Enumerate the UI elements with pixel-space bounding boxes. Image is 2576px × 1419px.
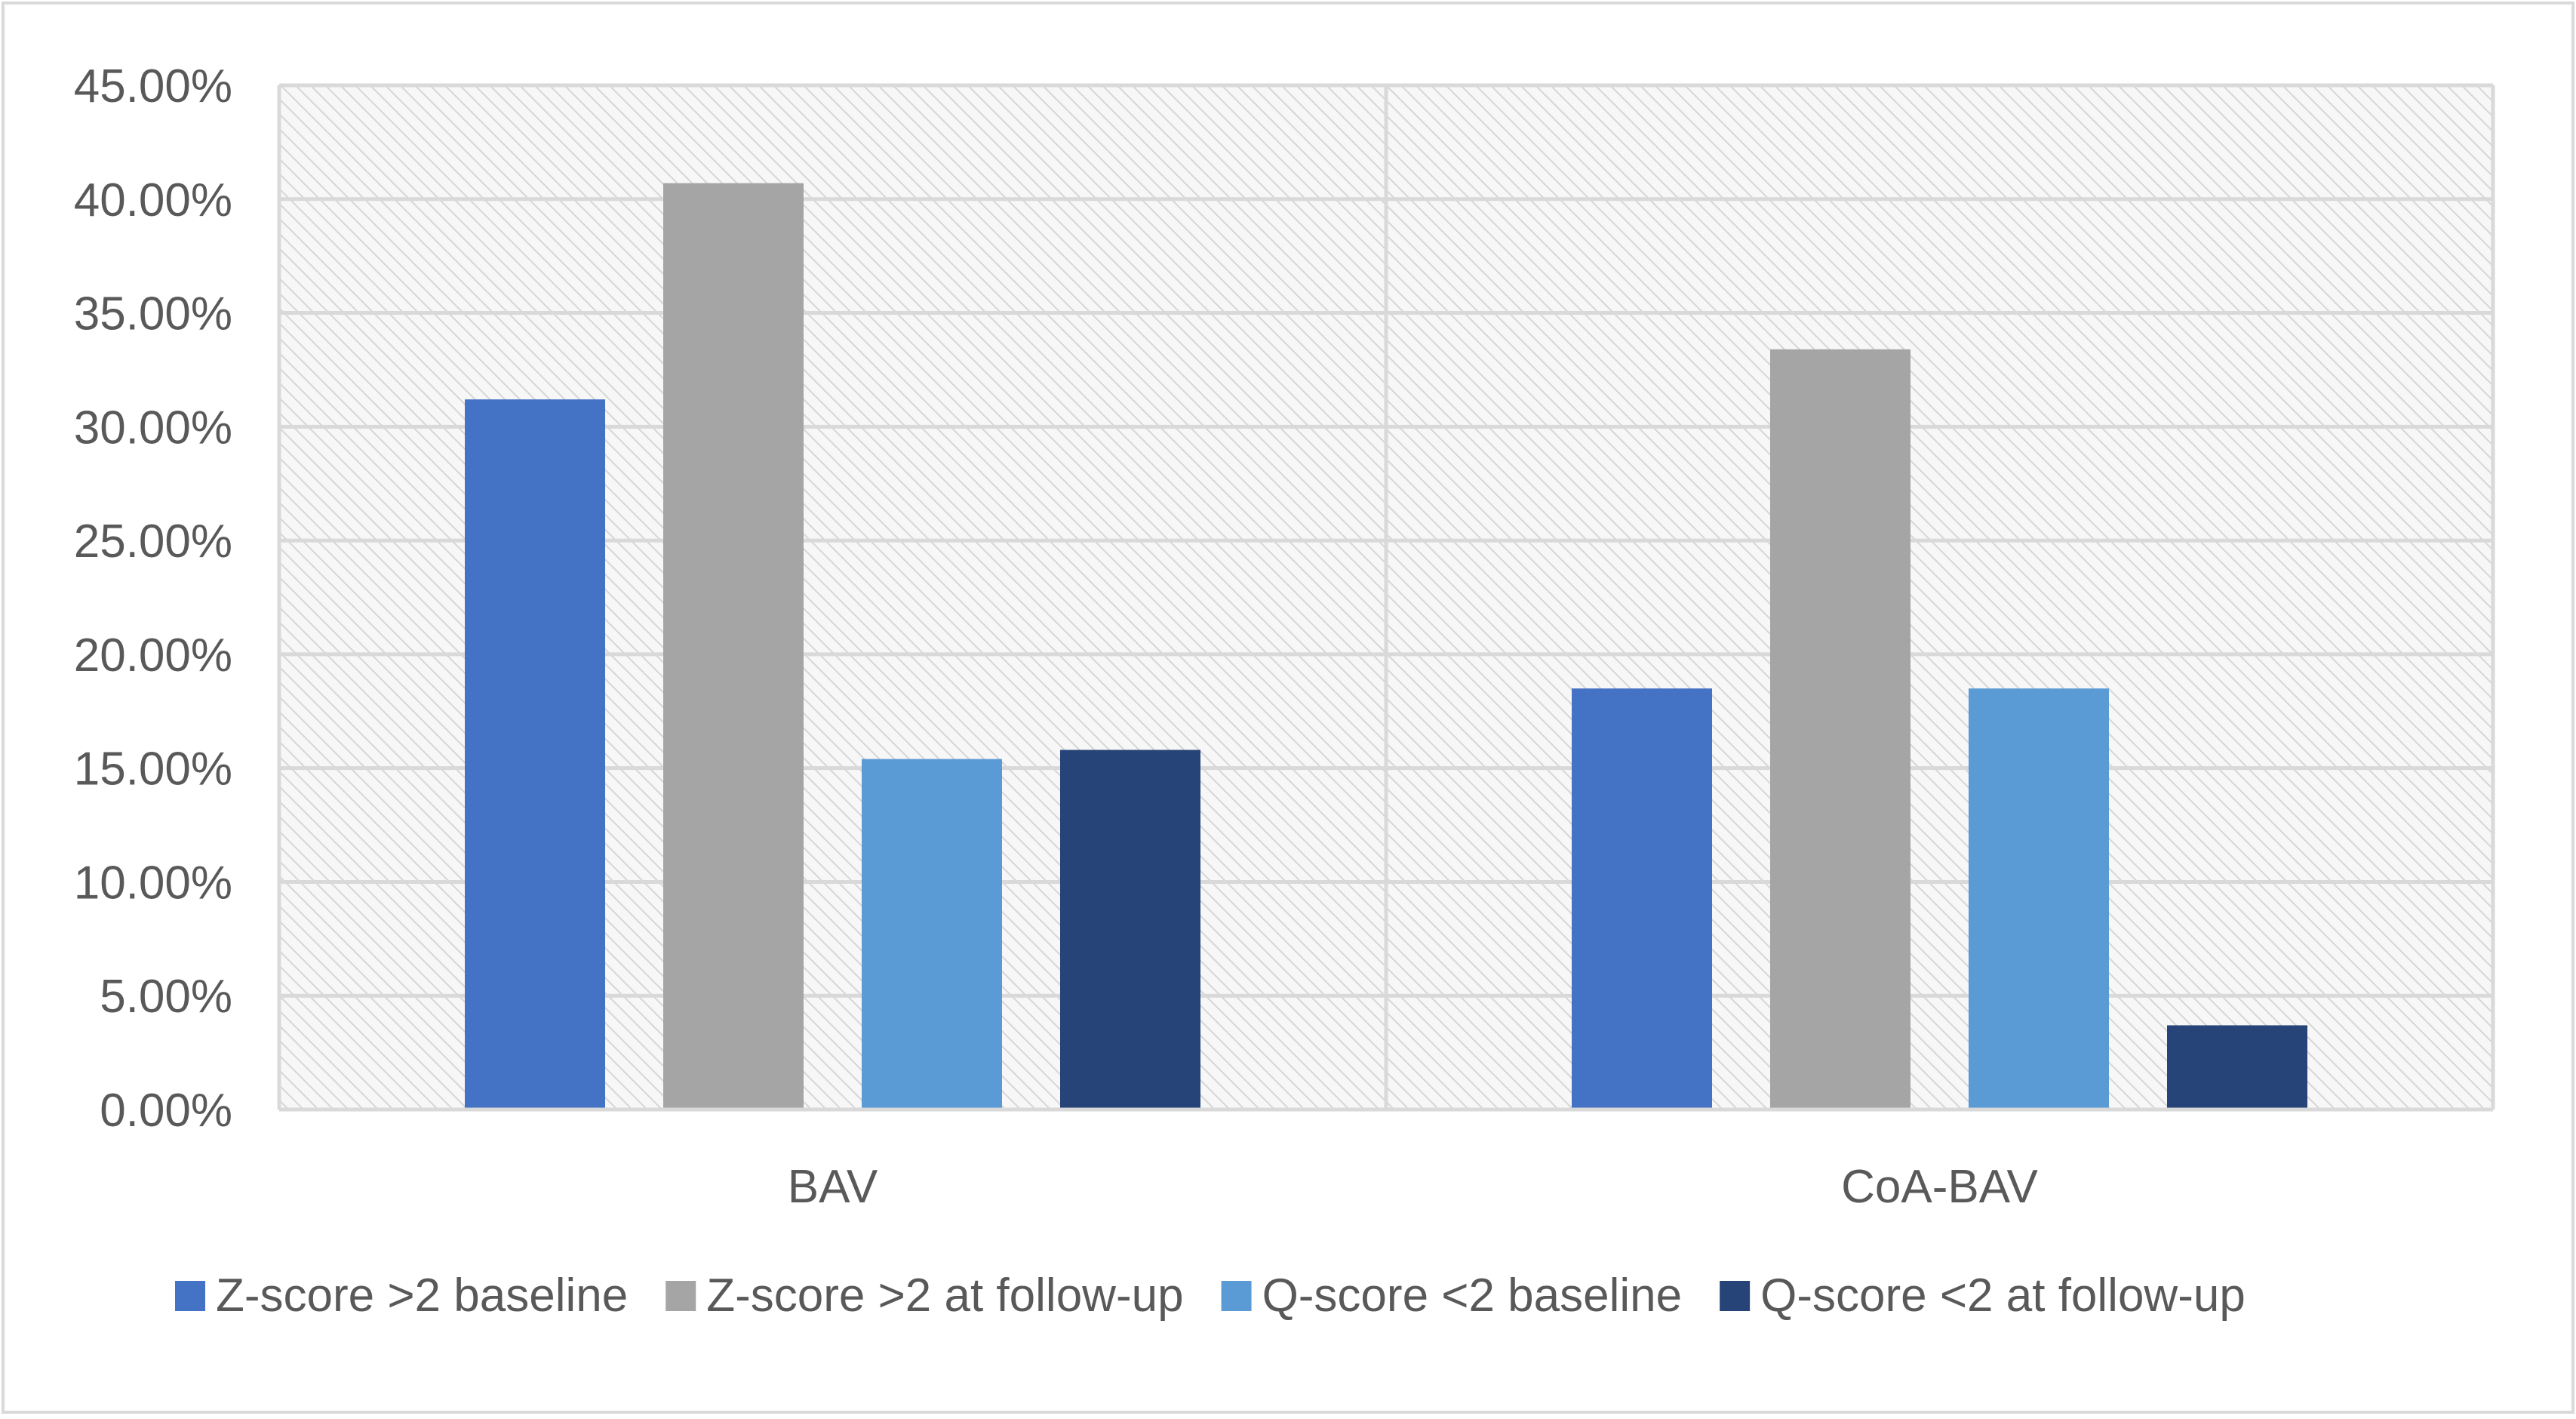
bar xyxy=(862,759,1002,1110)
legend-label: Z-score >2 baseline xyxy=(216,1270,628,1322)
legend-label: Q-score <2 baseline xyxy=(1262,1270,1683,1322)
bar xyxy=(663,183,804,1110)
y-tick-label: 25.00% xyxy=(74,516,232,568)
legend-item: Z-score >2 baseline xyxy=(175,1270,628,1322)
legend-item: Q-score <2 at follow-up xyxy=(1720,1270,2246,1322)
bar xyxy=(1969,688,2109,1110)
y-tick-label: 10.00% xyxy=(74,857,232,909)
legend-swatch xyxy=(1221,1281,1252,1311)
y-tick-label: 30.00% xyxy=(74,402,232,454)
bar xyxy=(465,399,605,1110)
y-tick-label: 0.00% xyxy=(100,1085,232,1137)
legend: Z-score >2 baseline Z-score >2 at follow-… xyxy=(175,1270,2246,1322)
bar xyxy=(1060,750,1200,1110)
legend-swatch xyxy=(666,1281,696,1311)
bar xyxy=(1572,688,1712,1110)
x-tick-label: BAV xyxy=(788,1161,878,1213)
legend-swatch xyxy=(175,1281,205,1311)
y-tick-label: 20.00% xyxy=(74,629,232,682)
y-tick-label: 40.00% xyxy=(74,174,232,226)
legend-item: Z-score >2 at follow-up xyxy=(666,1270,1184,1322)
legend-item: Q-score <2 baseline xyxy=(1221,1270,1683,1322)
legend-label: Q-score <2 at follow-up xyxy=(1760,1270,2246,1322)
gridlines xyxy=(277,83,2495,1112)
x-tick-label: CoA-BAV xyxy=(1841,1161,2038,1213)
bar xyxy=(2167,1025,2307,1110)
y-tick-label: 5.00% xyxy=(100,971,232,1023)
y-tick-label: 45.00% xyxy=(74,60,232,112)
bars xyxy=(465,183,2307,1110)
y-tick-label: 15.00% xyxy=(74,743,232,796)
axes: 0.00% 5.00% 10.00% 15.00% 20.00% 25.00% 30.00%… xyxy=(74,60,2493,1213)
y-tick-label: 35.00% xyxy=(74,288,232,340)
legend-swatch xyxy=(1720,1281,1751,1311)
bar xyxy=(1770,349,1910,1110)
legend-label: Z-score >2 at follow-up xyxy=(706,1270,1183,1322)
